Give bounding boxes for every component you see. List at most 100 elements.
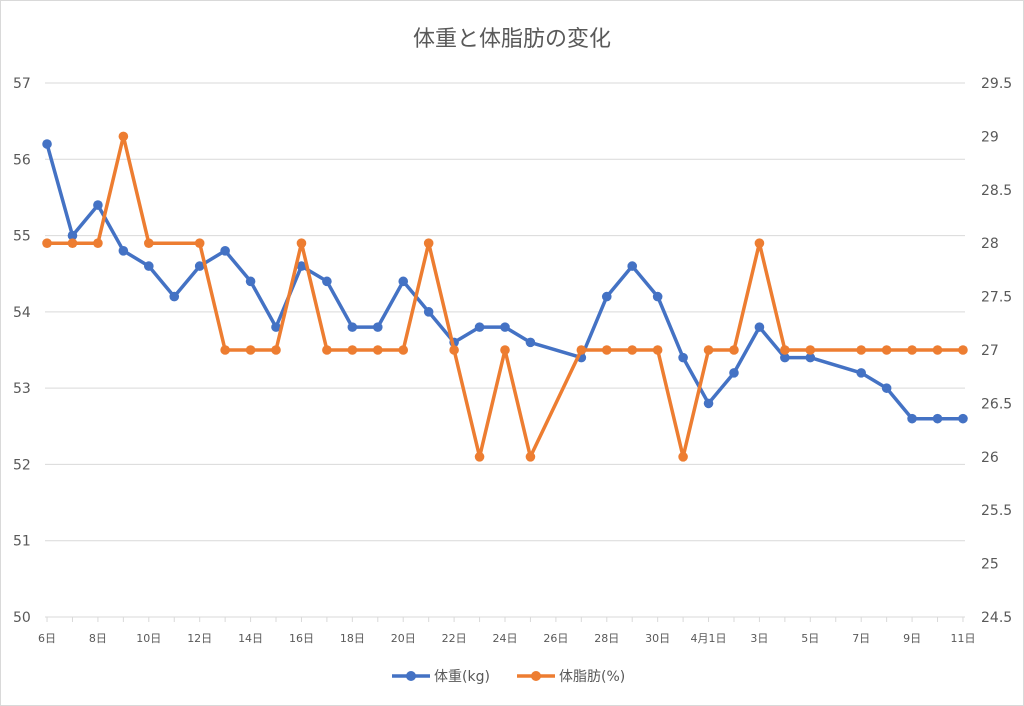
y-left-tick-label: 56 <box>13 152 31 168</box>
y-right-tick-label: 25 <box>981 557 999 573</box>
data-point <box>474 322 485 332</box>
x-tick-label: 12日 <box>187 632 212 645</box>
x-tick-label: 9日 <box>903 632 921 645</box>
data-point <box>652 345 663 355</box>
data-point <box>525 337 536 348</box>
data-point <box>118 246 129 256</box>
legend-marker-1 <box>406 671 416 681</box>
data-point <box>271 322 281 332</box>
x-tick-label: 24日 <box>493 632 518 645</box>
chart-title: 体重と体脂肪の変化 <box>413 27 611 52</box>
y-right-tick-label: 29 <box>981 129 999 145</box>
x-tick-label: 16日 <box>289 632 314 645</box>
data-point <box>372 345 383 355</box>
right-y-axis: 24.5 25 25.5 26 26.5 27 27.5 28 28.5 29 29.5 <box>981 76 1012 626</box>
y-left-tick-label: 55 <box>13 229 31 245</box>
data-point <box>398 276 409 287</box>
legend-label-2: 体脂肪(%) <box>559 669 625 685</box>
y-left-tick-label: 57 <box>13 76 31 92</box>
data-point <box>423 307 434 317</box>
data-point <box>652 291 663 302</box>
data-point <box>194 261 205 271</box>
data-point <box>576 345 587 355</box>
series-line-1 <box>45 142 965 421</box>
data-point <box>500 322 510 332</box>
gridlines <box>45 82 965 618</box>
x-tick-label: 14日 <box>238 632 263 645</box>
data-point <box>194 238 205 248</box>
data-point <box>881 383 892 393</box>
data-point <box>932 345 943 355</box>
data-point <box>144 238 154 248</box>
data-point <box>220 246 230 256</box>
x-tick-label: 3日 <box>750 632 768 645</box>
x-tick-label: 6日 <box>38 632 56 645</box>
data-point <box>347 322 358 332</box>
y-right-tick-label: 27.5 <box>981 290 1012 306</box>
data-point <box>118 131 129 142</box>
series-group <box>42 131 968 462</box>
data-point <box>627 345 638 355</box>
y-left-tick-label: 54 <box>13 305 31 321</box>
data-point <box>881 345 892 355</box>
legend-label-1: 体重(kg) <box>434 669 490 685</box>
data-point <box>144 261 154 271</box>
y-right-tick-label: 26.5 <box>981 396 1012 412</box>
data-point <box>907 345 917 355</box>
data-point <box>780 345 790 355</box>
data-point <box>245 345 256 355</box>
data-point <box>932 413 943 424</box>
x-tick-label: 4月1日 <box>691 632 727 645</box>
data-point <box>703 398 714 409</box>
data-point <box>856 345 866 355</box>
data-point <box>958 345 968 355</box>
data-point <box>271 345 281 355</box>
data-point <box>67 230 78 241</box>
left-y-axis: 50 51 52 53 54 55 56 57 <box>13 76 31 626</box>
y-right-tick-label: 27 <box>981 343 999 359</box>
data-point <box>780 352 790 363</box>
data-point <box>42 238 52 248</box>
data-point <box>856 368 866 378</box>
y-right-tick-label: 25.5 <box>981 503 1012 519</box>
data-point <box>245 276 256 287</box>
y-left-tick-label: 53 <box>13 381 31 397</box>
data-point <box>525 452 536 462</box>
data-point <box>372 322 383 332</box>
data-point <box>474 452 485 462</box>
data-point <box>93 200 103 210</box>
data-point <box>754 238 765 248</box>
data-point <box>347 345 358 355</box>
data-point <box>601 291 612 302</box>
data-point <box>220 345 230 355</box>
y-right-tick-label: 26 <box>981 450 999 466</box>
data-point <box>678 452 688 462</box>
data-point <box>67 238 78 248</box>
data-point <box>296 261 307 271</box>
y-left-tick-label: 51 <box>13 534 31 550</box>
y-right-tick-label: 24.5 <box>981 610 1012 626</box>
data-point <box>449 345 459 355</box>
x-tick-label: 5日 <box>801 632 819 645</box>
x-tick-label: 7日 <box>852 632 870 645</box>
x-tick-label: 28日 <box>594 632 619 645</box>
data-point <box>678 352 688 363</box>
y-right-tick-label: 29.5 <box>981 76 1012 92</box>
data-point <box>958 413 968 424</box>
data-point <box>500 345 510 355</box>
x-axis: 6日 8日 10日 12日 14日 16日 18日 20日 22日 24日 26日 28日 30日 4月1… <box>38 617 975 645</box>
data-point <box>729 345 739 355</box>
y-right-tick-label: 28.5 <box>981 183 1012 199</box>
legend: 体重(kg) 体脂肪(%) <box>392 669 625 685</box>
x-tick-label: 10日 <box>136 632 161 645</box>
data-point <box>322 345 332 355</box>
y-left-tick-label: 52 <box>13 457 31 473</box>
data-point <box>907 413 917 424</box>
data-point <box>322 276 332 287</box>
data-point <box>42 139 52 149</box>
x-tick-label: 22日 <box>442 632 467 645</box>
data-point <box>169 291 180 302</box>
data-point <box>627 261 638 271</box>
